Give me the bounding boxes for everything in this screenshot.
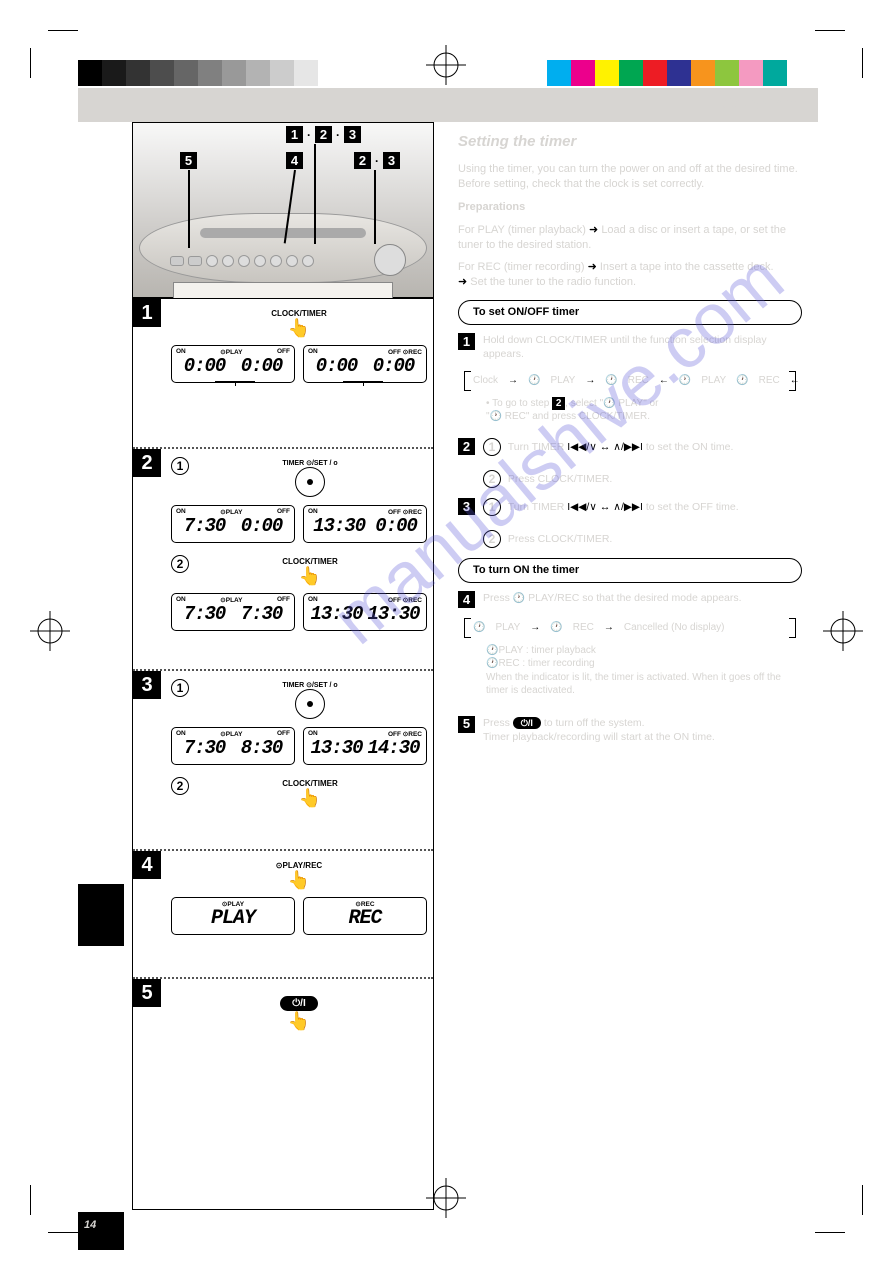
section-title: Setting the timer bbox=[458, 132, 802, 152]
lcd-display: ONOFF ⊙REC 13:3014:30 bbox=[303, 727, 427, 765]
register-mark bbox=[823, 611, 863, 651]
category-label: Clock/Timer bbox=[718, 95, 798, 111]
flow-diagram: 🕐PLAY→ 🕐REC→ Cancelled (No display) bbox=[464, 618, 796, 638]
prep-item: For REC (timer recording) ➜ Insert a tap… bbox=[458, 260, 802, 290]
lcd-display: ON⊙PLAYOFF 7:308:30 bbox=[171, 727, 295, 765]
side-tab bbox=[78, 884, 124, 946]
note-text: • To go to step 2, select "🕐 PLAY" or "🕐… bbox=[486, 397, 802, 424]
lcd-display: ONOFF ⊙REC 0:000:00 bbox=[303, 345, 427, 383]
step-1: 1 CLOCK/TIMER 👆 ON⊙PLAYOFF 0:000:00 ONOF… bbox=[133, 299, 433, 447]
crop-mark bbox=[815, 30, 845, 31]
instruction-step-1: 1 Hold down CLOCK/TIMER until the functi… bbox=[458, 333, 802, 361]
crop-mark bbox=[30, 1185, 31, 1215]
instruction-step-4: 4 Press 🕐 PLAY/REC so that the desired m… bbox=[458, 591, 802, 608]
crop-mark bbox=[48, 1232, 78, 1233]
instructions-column: Setting the timer Using the timer, you c… bbox=[458, 132, 802, 754]
intro-text: Using the timer, you can turn the power … bbox=[458, 162, 802, 192]
lcd-display: ON⊙PLAYOFF 7:307:30 bbox=[171, 593, 295, 631]
subsection-heading: To set ON/OFF timer bbox=[458, 300, 802, 325]
header-band bbox=[78, 88, 818, 122]
prep-heading: Preparations bbox=[458, 200, 802, 215]
page-number-block bbox=[78, 1212, 124, 1250]
power-button-icon: ⏻/I bbox=[280, 996, 317, 1011]
play-rec-button-icon: ⊙PLAY/REC 👆 bbox=[171, 861, 427, 891]
instruction-step-2: 2 1 Turn TIMER I◀◀/∨ ↔ ∧/▶▶I to set the … bbox=[458, 438, 802, 488]
callout-1-2-3: 1· 2· 3 bbox=[286, 126, 361, 143]
clock-timer-button-icon: CLOCK/TIMER 👆 bbox=[193, 779, 427, 809]
lcd-display: ON⊙PLAYOFF 7:300:00 bbox=[171, 505, 295, 543]
crop-mark bbox=[30, 48, 31, 78]
step-2: 2 1 TIMER ⊙/SET / o ON⊙PLAYOFF 7:300:00 bbox=[133, 447, 433, 669]
callout-2-3: 2· 3 bbox=[354, 152, 400, 169]
subsection-heading: To turn ON the timer bbox=[458, 558, 802, 583]
prep-item: For PLAY (timer playback) ➜ Load a disc … bbox=[458, 223, 802, 253]
crop-mark bbox=[862, 48, 863, 78]
dial-icon: TIMER ⊙/SET / o bbox=[193, 459, 427, 499]
step-4: 4 ⊙PLAY/REC 👆 ⊙PLAY PLAY ⊙REC REC bbox=[133, 849, 433, 977]
device-illustration bbox=[132, 122, 434, 298]
dial-icon: TIMER ⊙/SET / o bbox=[193, 681, 427, 721]
step-5: 5 ⏻/I 👆 bbox=[133, 977, 433, 1046]
callout-4: 4 bbox=[286, 152, 303, 169]
page-number: 14 bbox=[84, 1219, 96, 1231]
callout-5: 5 bbox=[180, 152, 197, 169]
lcd-display: ⊙PLAY PLAY bbox=[171, 897, 295, 935]
lcd-display: ON⊙PLAYOFF 0:000:00 bbox=[171, 345, 295, 383]
instruction-step-3: 3 1 Turn TIMER I◀◀/∨ ↔ ∧/▶▶I to set the … bbox=[458, 498, 802, 548]
flow-diagram: Clock→🕐PLAY→🕐REC ←🕐PLAY🕐REC← bbox=[464, 371, 796, 391]
lcd-display: ONOFF ⊙REC 13:300:00 bbox=[303, 505, 427, 543]
lcd-display: ⊙REC REC bbox=[303, 897, 427, 935]
crop-mark bbox=[48, 30, 78, 31]
note-text: 🕐PLAY : timer playback 🕐REC : timer reco… bbox=[486, 644, 802, 698]
clock-timer-button-icon: CLOCK/TIMER 👆 bbox=[171, 309, 427, 339]
lcd-display: ONOFF ⊙REC 13:3013:30 bbox=[303, 593, 427, 631]
clock-timer-button-icon: CLOCK/TIMER 👆 bbox=[193, 557, 427, 587]
page-content: Clock/Timer 14 manualshive.com 1· 2· 3 2… bbox=[78, 58, 818, 1198]
step-3: 3 1 TIMER ⊙/SET / o ON⊙PLAYOFF 7:308:30 bbox=[133, 669, 433, 849]
register-mark bbox=[30, 611, 70, 651]
crop-mark bbox=[815, 1232, 845, 1233]
crop-mark bbox=[862, 1185, 863, 1215]
steps-panel: 1 CLOCK/TIMER 👆 ON⊙PLAYOFF 0:000:00 ONOF… bbox=[132, 298, 434, 1210]
instruction-step-5: 5 Press ⏻/I to turn off the system. Time… bbox=[458, 716, 802, 744]
